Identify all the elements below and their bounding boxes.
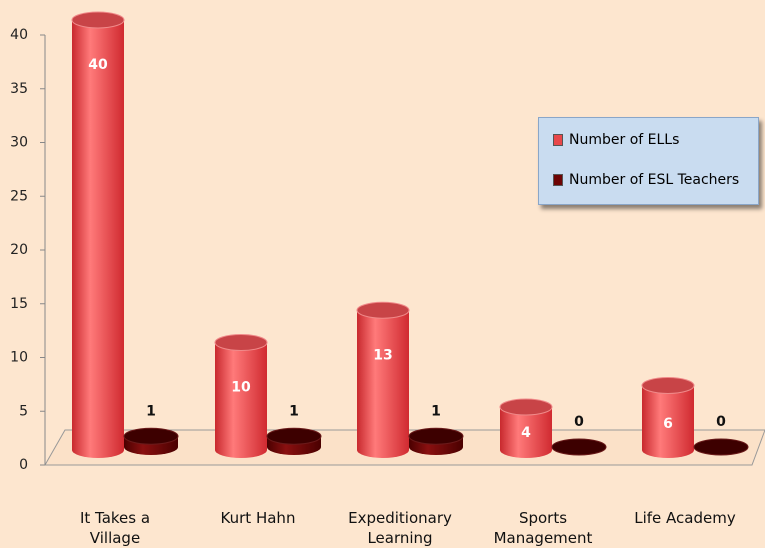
data-label: 6	[663, 416, 673, 432]
bar-top	[214, 334, 268, 351]
legend-label: Number of ESL Teachers	[569, 172, 740, 188]
x-tick-label: Life Academy	[634, 509, 736, 527]
y-tick-label: 20	[10, 242, 28, 258]
y-tick-label: 15	[10, 296, 28, 312]
bar-top	[499, 398, 553, 416]
bar-top	[551, 438, 607, 456]
data-label: 1	[289, 403, 299, 419]
legend-label: Number of ELLs	[569, 132, 680, 148]
legend-entry: Number of ELLs	[553, 132, 679, 148]
legend: Number of ELLs Number of ESL Teachers	[538, 117, 759, 205]
y-tick-label: 35	[10, 81, 28, 97]
bar	[500, 407, 552, 458]
legend-entry: Number of ESL Teachers	[553, 172, 739, 188]
data-label: 1	[431, 403, 441, 419]
y-tick-label: 5	[19, 403, 28, 419]
data-label: 0	[716, 414, 726, 430]
y-tick-label: 10	[10, 350, 28, 366]
bar-top	[356, 301, 410, 319]
bar	[72, 20, 124, 458]
x-tick-label: Kurt Hahn	[220, 509, 296, 527]
bar-top	[641, 377, 695, 394]
x-tick-label: Sports Management	[493, 509, 593, 547]
bar-top	[266, 427, 322, 445]
bar-top	[71, 11, 125, 29]
legend-swatch	[553, 134, 563, 146]
data-label: 0	[574, 414, 584, 430]
data-label: 1	[146, 403, 156, 419]
x-tick-label: Expeditionary Learning	[348, 509, 452, 547]
x-tick-label: It Takes a Village	[79, 509, 151, 547]
y-tick-label: 40	[10, 27, 28, 43]
bar	[215, 342, 267, 458]
bar-top	[123, 427, 179, 445]
y-tick-label: 30	[10, 135, 28, 151]
data-label: 13	[373, 347, 392, 363]
bar	[357, 310, 409, 458]
bar	[642, 385, 694, 458]
bar-top	[408, 427, 464, 445]
bar-top	[693, 438, 749, 456]
data-label: 40	[88, 57, 108, 73]
y-tick-label: 0	[19, 457, 28, 473]
data-label: 10	[231, 380, 251, 396]
y-tick-label: 25	[10, 188, 28, 204]
legend-swatch	[553, 174, 563, 186]
data-label: 4	[521, 425, 531, 441]
